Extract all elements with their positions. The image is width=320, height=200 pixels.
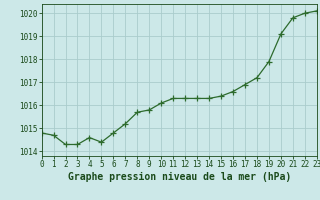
X-axis label: Graphe pression niveau de la mer (hPa): Graphe pression niveau de la mer (hPa) xyxy=(68,172,291,182)
